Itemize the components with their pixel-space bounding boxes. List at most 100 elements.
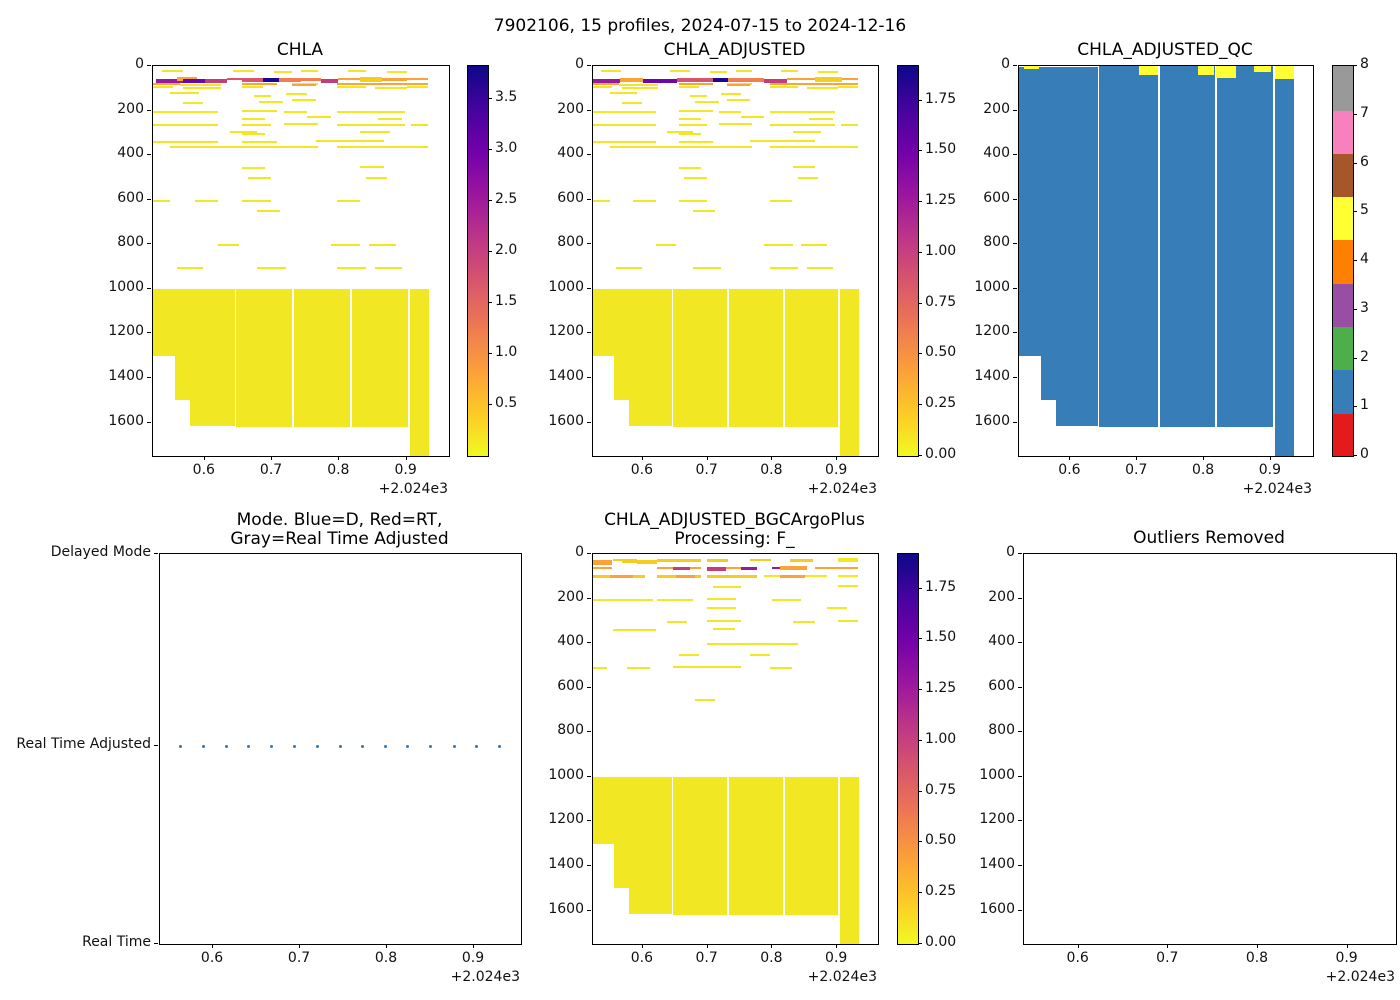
heatmap-segment xyxy=(772,598,801,601)
heatmap-block xyxy=(614,776,629,889)
heatmap-segment xyxy=(375,86,408,89)
heatmap-segment xyxy=(182,86,221,89)
y-tick-mark xyxy=(587,731,591,733)
heatmap-segment xyxy=(678,140,713,143)
heatmap-block xyxy=(840,288,859,456)
scatter-point xyxy=(293,744,297,748)
colorbar-tick-mark xyxy=(1353,162,1357,164)
heatmap-segment xyxy=(690,94,707,97)
heatmap-block xyxy=(236,288,293,427)
x-tick-label: 0.6 xyxy=(200,950,224,966)
heatmap-segment xyxy=(792,621,816,624)
heatmap-block xyxy=(784,776,839,915)
x-tick-label: 0.6 xyxy=(192,462,215,478)
heatmap-segment xyxy=(360,130,390,133)
axes-bgcargoplus xyxy=(592,553,879,945)
heatmap-segment xyxy=(609,91,638,94)
heatmap-segment xyxy=(769,200,793,203)
y-tick-mark xyxy=(1013,332,1017,334)
heatmap-segment xyxy=(233,70,254,72)
heatmap-segment xyxy=(692,266,722,269)
heatmap-segment xyxy=(618,84,659,87)
y-tick-label: 0 xyxy=(575,544,584,560)
x-tick-label: 0.6 xyxy=(630,950,653,966)
heatmap-segment xyxy=(749,558,772,561)
heatmap-segment xyxy=(655,244,676,247)
colorbar-tick-mark xyxy=(1353,406,1357,408)
heatmap-segment xyxy=(666,131,693,134)
colorbar-tick-label: 5 xyxy=(1360,202,1369,219)
y-tick-label: 800 xyxy=(557,722,584,739)
heatmap-segment xyxy=(204,78,227,83)
heatmap-segment xyxy=(707,558,729,562)
scatter-point xyxy=(429,744,433,748)
heatmap-segment xyxy=(593,124,656,127)
y-tick-mark xyxy=(154,553,158,554)
y-tick-label: 200 xyxy=(557,588,584,605)
axes-chla xyxy=(152,65,450,457)
y-tick-label: 400 xyxy=(117,145,144,162)
axes-mode xyxy=(159,553,522,945)
heatmap-segment xyxy=(241,132,266,135)
heatmap-segment xyxy=(613,558,638,561)
heatmap-segment xyxy=(806,266,833,269)
colorbar-tick-mark xyxy=(918,404,922,406)
heatmap-segment xyxy=(769,110,836,113)
colorbar-tick-mark xyxy=(918,790,922,792)
heatmap-segment xyxy=(780,70,799,72)
heatmap-segment xyxy=(695,698,716,701)
y-tick-label: 1200 xyxy=(548,323,584,340)
y-tick-mark xyxy=(1018,686,1022,688)
colorbar-tick-mark xyxy=(918,353,922,355)
heatmap-segment xyxy=(301,70,319,72)
heatmap-segment xyxy=(684,176,707,179)
x-tick-label: 0.9 xyxy=(394,462,417,478)
heatmap-segment xyxy=(837,85,858,88)
y-tick-mark xyxy=(587,820,591,822)
heatmap-segment xyxy=(675,575,696,579)
heatmap-segment xyxy=(241,140,278,143)
heatmap-segment xyxy=(779,575,806,579)
x-tick-label: 0.7 xyxy=(1125,462,1148,478)
colorbar-tick-mark xyxy=(1353,455,1357,456)
heatmap-segment xyxy=(182,101,204,104)
heatmap-segment xyxy=(241,124,272,127)
heatmap-segment xyxy=(727,82,753,85)
heatmap-segment xyxy=(241,110,278,113)
colorbar-segment xyxy=(1333,412,1353,456)
heatmap-segment xyxy=(256,210,281,213)
heatmap-block xyxy=(840,776,859,944)
y-tick-mark xyxy=(587,597,591,599)
heatmap-segment xyxy=(815,76,843,82)
colorbar-tick-mark xyxy=(918,943,922,944)
heatmap-segment xyxy=(262,78,279,83)
heatmap-segment xyxy=(593,110,656,113)
heatmap-block xyxy=(1216,66,1237,79)
y-tick-mark xyxy=(1018,553,1022,554)
heatmap-segment xyxy=(292,82,319,85)
heatmap-segment xyxy=(837,575,858,578)
x-tick-mark xyxy=(836,944,838,948)
x-tick-mark xyxy=(338,456,340,460)
y-tick-mark xyxy=(587,109,591,111)
x-tick-mark xyxy=(386,944,388,948)
heatmap-segment xyxy=(366,176,388,179)
heatmap-block xyxy=(784,288,839,427)
x-tick-label: 0.7 xyxy=(287,950,311,966)
heatmap-segment xyxy=(241,117,266,120)
y-tick-label: 200 xyxy=(117,100,144,117)
x-tick-label: 0.7 xyxy=(695,462,718,478)
colorbar-tick-mark xyxy=(488,148,492,150)
scatter-point xyxy=(475,744,479,748)
heatmap-segment xyxy=(609,575,634,579)
heatmap-segment xyxy=(615,267,642,270)
y-tick-label: 600 xyxy=(983,189,1010,206)
heatmap-segment xyxy=(677,78,713,83)
heatmap-segment xyxy=(764,78,787,83)
heatmap-segment xyxy=(627,666,650,669)
y-tick-mark xyxy=(587,243,591,245)
heatmap-block xyxy=(190,288,236,426)
y-tick-mark xyxy=(1013,377,1017,378)
heatmap-segment xyxy=(741,566,757,570)
